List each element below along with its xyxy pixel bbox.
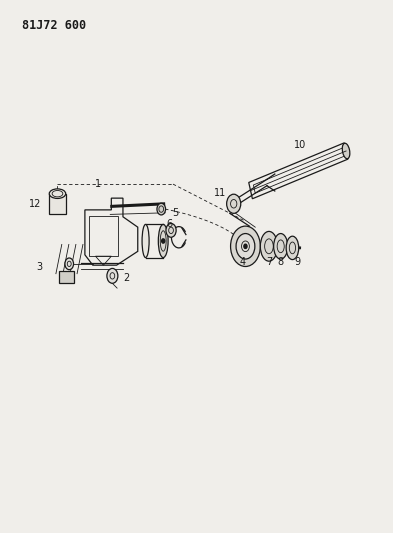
Ellipse shape <box>49 189 66 198</box>
Ellipse shape <box>158 224 168 257</box>
Text: 11: 11 <box>214 188 226 198</box>
FancyBboxPatch shape <box>49 193 66 214</box>
Circle shape <box>227 194 241 213</box>
Circle shape <box>107 269 118 284</box>
Ellipse shape <box>166 223 176 237</box>
Ellipse shape <box>286 236 299 260</box>
Text: 12: 12 <box>29 199 41 209</box>
Text: 5: 5 <box>172 208 178 219</box>
Text: 6: 6 <box>166 219 172 229</box>
Text: 3: 3 <box>37 262 43 271</box>
Text: 2: 2 <box>123 273 129 283</box>
Text: 1: 1 <box>95 179 101 189</box>
Ellipse shape <box>342 143 350 159</box>
Ellipse shape <box>142 224 149 257</box>
Text: 81J72 600: 81J72 600 <box>22 19 86 33</box>
Text: 9: 9 <box>294 257 301 267</box>
Ellipse shape <box>260 231 277 261</box>
Ellipse shape <box>157 203 165 215</box>
Circle shape <box>65 258 73 270</box>
Text: 10: 10 <box>294 140 307 150</box>
Text: 8: 8 <box>277 257 284 267</box>
Circle shape <box>231 226 260 266</box>
Text: 7: 7 <box>266 257 272 267</box>
Circle shape <box>162 239 165 243</box>
Ellipse shape <box>274 233 288 259</box>
Circle shape <box>236 233 255 259</box>
FancyBboxPatch shape <box>59 271 73 282</box>
Text: 4: 4 <box>240 257 246 267</box>
Circle shape <box>244 244 247 248</box>
